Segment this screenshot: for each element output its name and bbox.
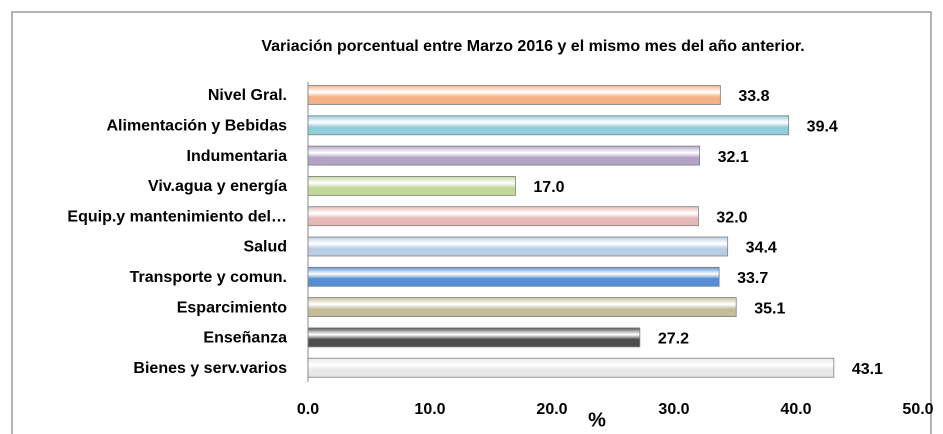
bar [307,357,835,378]
chart-frame [11,11,932,434]
x-tick-label: 20.0 [536,401,567,418]
value-label: 35.1 [754,300,785,317]
y-tick-label: Indumentaria [187,148,288,165]
x-tick-label: 40.0 [780,401,811,418]
y-tick-label: Bienes y serv.varios [133,360,287,377]
bar [307,206,699,227]
value-label: 39.4 [807,119,838,136]
y-tick-label: Transporte y comun. [130,269,287,286]
value-label: 34.4 [746,240,777,257]
y-tick-label: Nivel Gral. [208,87,287,104]
y-tick-label: Salud [243,239,287,256]
value-label: 33.8 [738,88,769,105]
x-axis-label: % [588,409,606,431]
y-tick-label: Alimentación y Bebidas [107,118,288,135]
y-tick-label: Equip.y mantenimiento del… [67,208,287,225]
y-tick-label: Esparcimiento [177,299,287,316]
y-tick-label: Enseñanza [203,330,287,347]
value-label: 33.7 [737,270,768,287]
value-label: 32.0 [716,209,747,226]
bar [307,85,721,105]
bar [307,115,790,136]
value-label: 43.1 [852,361,883,378]
value-label: 27.2 [658,331,689,348]
bar [307,236,729,257]
value-label: 32.1 [718,149,749,166]
x-tick-label: 30.0 [658,401,689,418]
bar [307,175,516,196]
bar [307,297,737,318]
y-tick-label: Viv.agua y energía [148,178,287,195]
bar [307,145,701,166]
x-tick-label: 10.0 [414,401,445,418]
chart-title: Variación porcentual entre Marzo 2016 y … [261,38,804,55]
x-tick-label: 50.0 [902,401,933,418]
x-tick-label: 0.0 [297,401,319,418]
bar [307,327,641,348]
value-label: 17.0 [533,179,564,196]
bar [307,266,720,287]
